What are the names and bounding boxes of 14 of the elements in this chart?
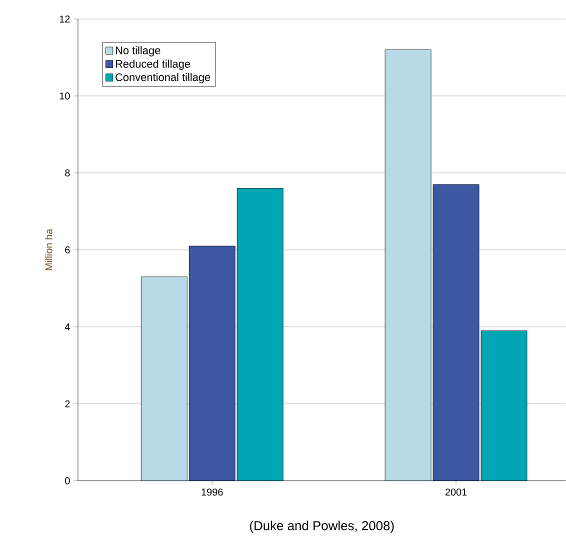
y-tick-label: 10	[60, 92, 70, 100]
x-tick-label: 2001	[445, 488, 467, 496]
y-tick-label: 2	[65, 400, 70, 408]
y-axis-title: Million ha	[44, 228, 52, 270]
text: (Duke and Powles, 2008)	[250, 520, 394, 533]
legend-label: Conventional tillage	[116, 73, 210, 84]
y-tick-label: 12	[60, 16, 70, 23]
y-tick-label: 4	[64, 324, 70, 330]
y-tick-label: 8	[65, 170, 70, 177]
y-tick-label: 0	[65, 477, 70, 484]
y-tick-label: 6	[65, 246, 70, 254]
x-tick-label: 1996	[202, 488, 223, 496]
legend-label: Reduced tillage	[116, 60, 190, 70]
legend-label: No tillage	[116, 46, 160, 57]
